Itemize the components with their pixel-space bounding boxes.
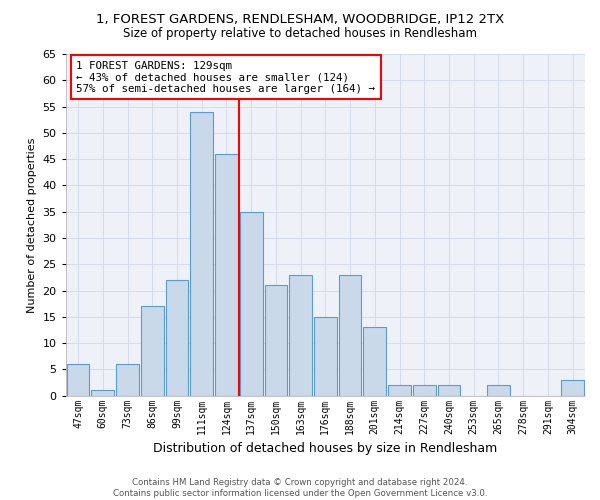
Bar	[339, 275, 361, 396]
Text: Contains HM Land Registry data © Crown copyright and database right 2024.
Contai: Contains HM Land Registry data © Crown c…	[113, 478, 487, 498]
Bar	[289, 275, 312, 396]
Bar	[215, 154, 238, 396]
Bar	[364, 328, 386, 396]
Bar	[388, 385, 411, 396]
Bar	[190, 112, 213, 396]
X-axis label: Distribution of detached houses by size in Rendlesham: Distribution of detached houses by size …	[153, 442, 497, 455]
Bar	[141, 306, 164, 396]
Bar	[166, 280, 188, 396]
Bar	[67, 364, 89, 396]
Text: 1, FOREST GARDENS, RENDLESHAM, WOODBRIDGE, IP12 2TX: 1, FOREST GARDENS, RENDLESHAM, WOODBRIDG…	[96, 12, 504, 26]
Bar	[561, 380, 584, 396]
Text: Size of property relative to detached houses in Rendlesham: Size of property relative to detached ho…	[123, 28, 477, 40]
Bar	[437, 385, 460, 396]
Bar	[116, 364, 139, 396]
Bar	[240, 212, 263, 396]
Bar	[413, 385, 436, 396]
Bar	[487, 385, 510, 396]
Bar	[314, 317, 337, 396]
Y-axis label: Number of detached properties: Number of detached properties	[27, 137, 37, 312]
Text: 1 FOREST GARDENS: 129sqm
← 43% of detached houses are smaller (124)
57% of semi-: 1 FOREST GARDENS: 129sqm ← 43% of detach…	[76, 61, 375, 94]
Bar	[265, 286, 287, 396]
Bar	[91, 390, 114, 396]
